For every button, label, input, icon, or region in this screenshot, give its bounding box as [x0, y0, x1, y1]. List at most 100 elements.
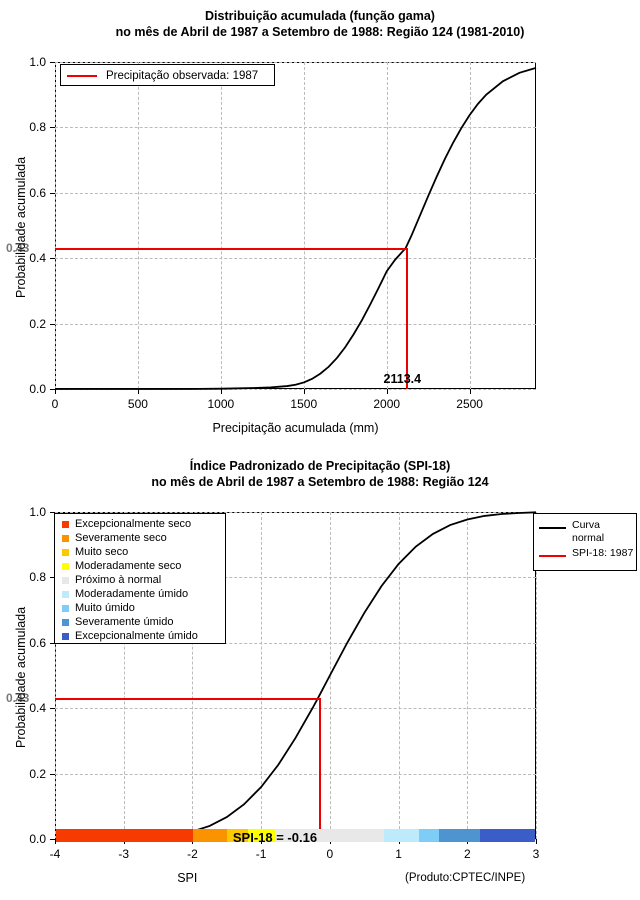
annotation-vline: [405, 248, 408, 389]
legend-item-5: Moderadamente úmido: [59, 587, 225, 601]
x-tick-label: 1: [395, 847, 402, 861]
legend-item-1: Severamente seco: [59, 531, 225, 545]
curve-legend-item-0: Curva normal: [534, 519, 636, 545]
y-tick: [50, 512, 55, 513]
y-tick: [50, 127, 55, 129]
y-annotation-label: 0.43: [6, 241, 30, 256]
gridline-horizontal: [55, 389, 536, 390]
x-tick: [55, 839, 56, 844]
x-tick-label: 2000: [373, 397, 401, 411]
colorbar-segment-0: [56, 829, 193, 842]
x-tick-label: 1500: [290, 397, 318, 411]
y-tick: [50, 192, 55, 194]
color-swatch-icon: [62, 548, 69, 556]
panel1-y-axis-label: Probabilidade acumulada: [14, 156, 28, 298]
y-tick-label: 0.6: [29, 635, 46, 650]
colorbar-segment-1: [192, 829, 228, 842]
color-swatch-icon: [62, 590, 69, 598]
colorbar-segment-5: [384, 829, 419, 842]
legend-item-6: Muito úmido: [59, 601, 225, 615]
y-annotation-label: 0.43: [6, 691, 30, 706]
legend-label: Severamente seco: [75, 532, 167, 544]
producer-note: (Produto:CPTEC/INPE): [405, 872, 526, 884]
panel2-title: Índice Padronizado de Precipitação (SPI-…: [0, 458, 640, 490]
panel2-y-axis-label: Probabilidade acumulada: [14, 606, 28, 748]
x-tick: [469, 389, 471, 394]
x-tick-label: 3: [532, 847, 540, 861]
x-tick-label: 2500: [456, 397, 483, 411]
y-tick-label: 0.2: [29, 316, 46, 331]
x-tick: [386, 389, 388, 394]
colorbar-segment-6: [418, 829, 440, 842]
colorbar-segment-3: [247, 829, 275, 842]
color-swatch-icon: [62, 562, 69, 570]
red-line-swatch-icon: [67, 75, 97, 77]
legend-label: Precipitação observada: 1987: [106, 70, 259, 82]
y-tick-label: 1.0: [29, 505, 46, 519]
x-annotation-label: 2113.4: [383, 372, 422, 386]
y-tick: [50, 62, 55, 63]
x-tick: [303, 389, 305, 394]
x-tick: [55, 389, 56, 394]
y-tick-label: 0.4: [29, 701, 46, 716]
x-tick-label: 0: [326, 847, 334, 861]
colorbar-segment-8: [480, 829, 535, 842]
y-tick-label: 0.6: [29, 185, 46, 200]
y-tick: [50, 323, 55, 325]
legend-label: Excepcionalmente seco: [75, 518, 192, 530]
color-swatch-icon: [62, 520, 69, 528]
spi-category-legend: Excepcionalmente seco Severamente seco Mui…: [54, 513, 226, 644]
y-tick-label: 0.0: [29, 382, 46, 396]
x-tick: [220, 389, 222, 394]
y-tick: [50, 773, 55, 775]
line-swatch-icon: [539, 527, 566, 529]
annotation-hline: [55, 698, 319, 701]
legend-label: SPI-18: 1987: [572, 547, 634, 559]
x-tick-label: 1000: [207, 397, 235, 411]
colorbar-segment-4: [274, 829, 385, 842]
legend-item-2: Muito seco: [59, 545, 225, 559]
y-tick-label: 0.2: [29, 766, 46, 781]
x-tick-label: 2: [463, 847, 471, 861]
y-tick-label: 0.8: [29, 570, 46, 585]
legend-item-precipitacao-observada: Precipitação observada: 1987: [61, 65, 274, 87]
color-swatch-icon: [62, 618, 69, 626]
cumulative-gamma-panel: Distribuição acumulada (função gama) no …: [0, 8, 640, 435]
annotation-hline: [55, 248, 406, 251]
x-tick: [137, 389, 139, 394]
color-swatch-icon: [62, 576, 69, 584]
x-tick-label: 0: [51, 397, 59, 411]
legend-item-7: Severamente úmido: [59, 615, 225, 629]
x-tick-label: -1: [255, 847, 267, 861]
colorbar-segment-2: [227, 829, 248, 842]
curve-legend: Curva normal SPI-18: 1987: [533, 513, 637, 571]
legend-item-0: Excepcionalmente seco: [59, 517, 225, 531]
y-tick-label: 0.4: [29, 251, 46, 266]
color-swatch-icon: [62, 604, 69, 612]
curve-legend-item-1: SPI-18: 1987: [534, 547, 636, 560]
spi-colorbar: [56, 829, 535, 842]
y-tick-label: 1.0: [29, 55, 46, 69]
legend-item-3: Moderadamente seco: [59, 559, 225, 573]
panel1-title: Distribuição acumulada (função gama) no …: [0, 8, 640, 40]
y-tick: [50, 642, 55, 644]
panel2-title-line2: no mês de Abril de 1987 a Setembro de 19…: [151, 475, 489, 489]
x-tick-label: -4: [49, 847, 61, 861]
y-tick: [50, 577, 55, 579]
color-swatch-icon: [62, 632, 69, 640]
color-swatch-icon: [62, 534, 69, 542]
x-tick-label: 500: [127, 397, 148, 411]
panel1-plot-frame: [55, 62, 536, 389]
legend-label: Curva normal: [572, 519, 605, 544]
legend-item-4: Próximo à normal: [59, 573, 225, 587]
panel2-title-line1: Índice Padronizado de Precipitação (SPI-…: [189, 459, 451, 473]
legend-label: Severamente úmido: [75, 616, 174, 628]
y-tick: [50, 258, 55, 260]
legend-item-8: Excepcionalmente úmido: [59, 629, 225, 643]
spi-value-label: SPI-18 = -0.16: [232, 830, 318, 845]
y-tick-label: 0.8: [29, 120, 46, 135]
panel1-title-line1: Distribuição acumulada (função gama): [205, 9, 435, 23]
y-tick-label: 0.0: [29, 832, 46, 846]
colorbar-segment-7: [439, 829, 481, 842]
panel1-legend: Precipitação observada: 1987: [60, 64, 275, 86]
